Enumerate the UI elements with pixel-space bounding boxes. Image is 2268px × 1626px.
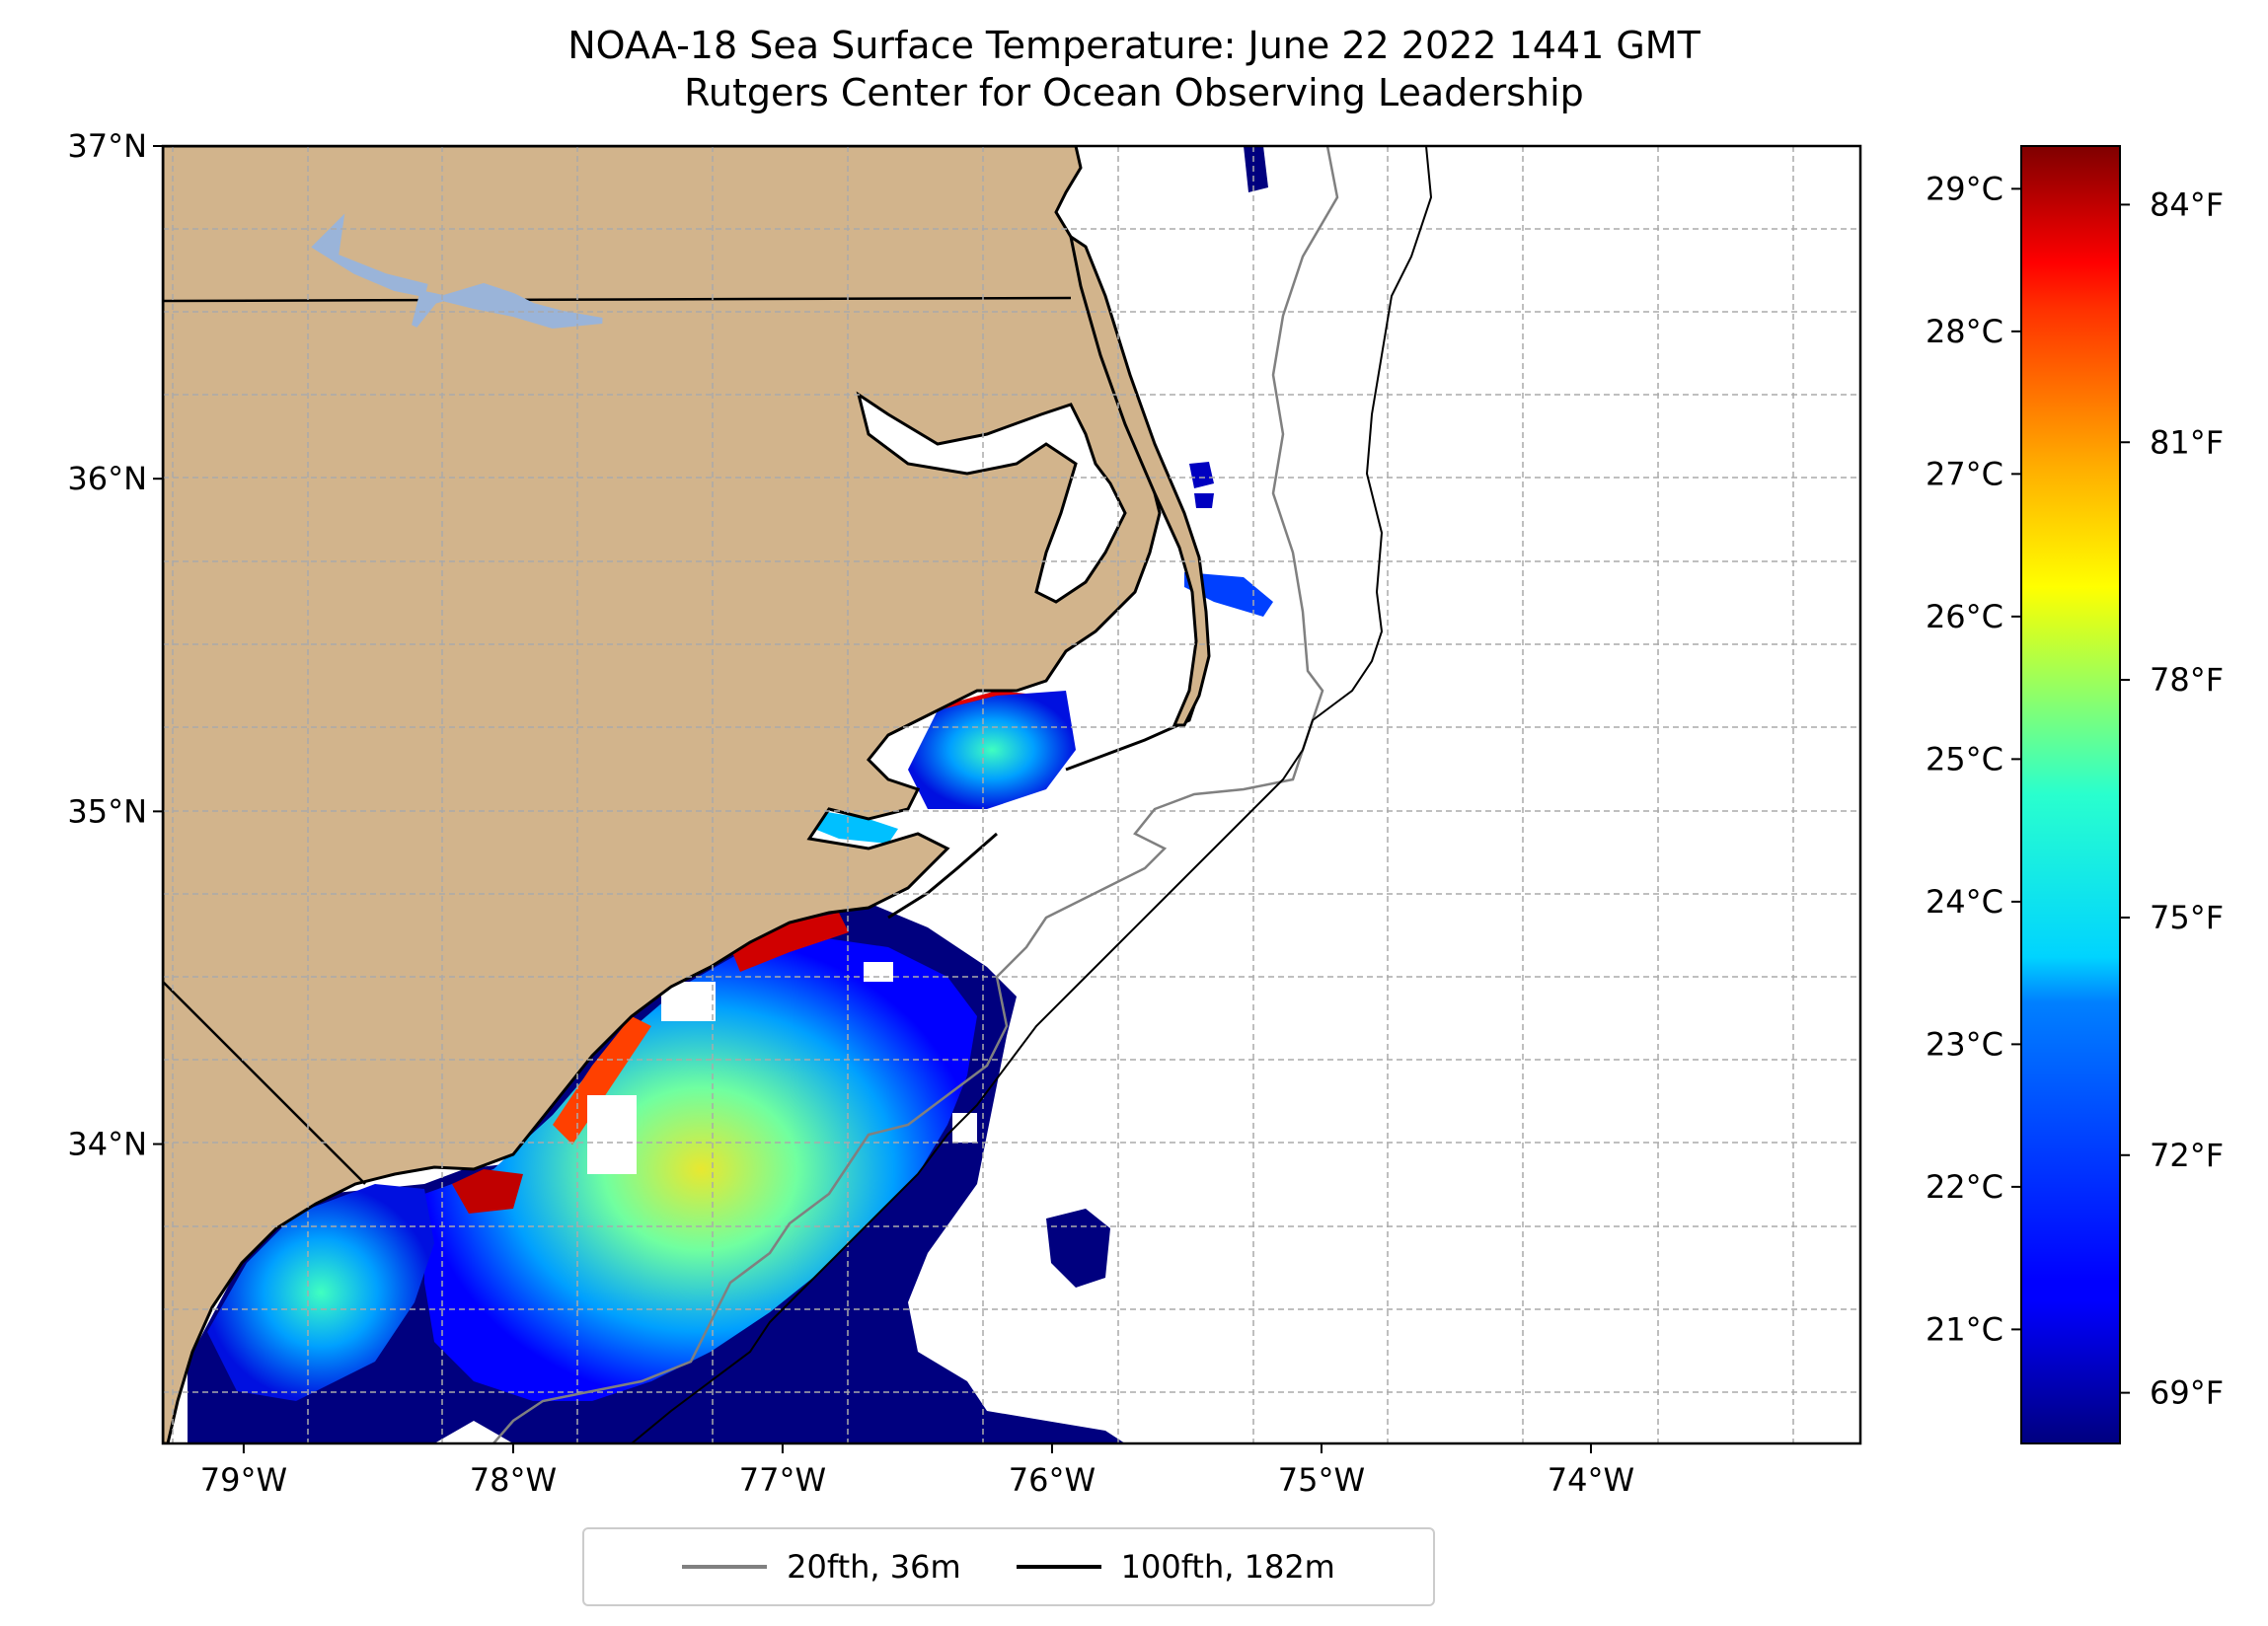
legend-swatch-100fth xyxy=(1016,1565,1101,1569)
lon-tick-label: 77°W xyxy=(739,1461,826,1499)
celsius-tick-label: 21°C xyxy=(1926,1310,2003,1348)
fahrenheit-tick-label: 78°F xyxy=(2150,661,2224,699)
kerr-lake xyxy=(311,213,603,330)
contour-100fth xyxy=(631,146,1433,1443)
celsius-tick-label: 29°C xyxy=(1926,170,2003,207)
lon-axis: 79°W 78°W 77°W 76°W 75°W 74°W xyxy=(200,1443,1634,1499)
sst-cloud-gap-3 xyxy=(864,962,893,982)
legend-label-100fth: 100fth, 182m xyxy=(1120,1548,1335,1586)
lon-tick-label: 76°W xyxy=(1009,1461,1096,1499)
sst-neuse-river xyxy=(809,809,898,844)
lat-tick-label: 36°N xyxy=(67,460,147,497)
celsius-tick-label: 23°C xyxy=(1926,1025,2003,1063)
celsius-tick-label: 22°C xyxy=(1926,1168,2003,1206)
fahrenheit-tick-label: 75°F xyxy=(2150,899,2224,936)
fahrenheit-tick-label: 72°F xyxy=(2150,1137,2224,1174)
sst-warm-strip-1 xyxy=(452,1169,523,1214)
map-area xyxy=(163,146,1860,1443)
celsius-tick-label: 28°C xyxy=(1926,313,2003,350)
lon-tick-label: 75°W xyxy=(1278,1461,1365,1499)
lat-tick-label: 34°N xyxy=(67,1126,147,1163)
celsius-tick-label: 25°C xyxy=(1926,740,2003,777)
shackleford-banks xyxy=(887,832,998,920)
lat-tick-label: 37°N xyxy=(67,127,147,165)
legend-label-20fth: 20fth, 36m xyxy=(787,1548,961,1586)
legend-entry-100fth: 100fth, 182m xyxy=(1016,1548,1335,1586)
lon-tick-label: 78°W xyxy=(470,1461,557,1499)
sst-patch-offshore-5 xyxy=(1194,493,1214,508)
sst-patch-core xyxy=(424,937,977,1401)
sst-patch-nearshore xyxy=(207,1184,434,1401)
lon-tick-label: 79°W xyxy=(200,1461,287,1499)
colorbar-fahrenheit-axis: 84°F 81°F 78°F 75°F 72°F 69°F xyxy=(2120,185,2224,1412)
gridlines xyxy=(163,146,1860,1443)
legend-swatch-20fth xyxy=(682,1565,768,1569)
outer-banks xyxy=(1068,233,1211,727)
sst-patch-offshore-4 xyxy=(1244,146,1268,192)
celsius-tick-label: 24°C xyxy=(1926,883,2003,921)
colorbar: 29°C 28°C 27°C 26°C 25°C 24°C 23°C 22°C 21°C 84°… xyxy=(1926,145,2224,1444)
fahrenheit-tick-label: 69°F xyxy=(2150,1374,2224,1412)
colorbar-gradient xyxy=(2020,145,2121,1444)
title-line-1: NOAA-18 Sea Surface Temperature: June 22… xyxy=(567,24,1701,67)
fahrenheit-tick-label: 81°F xyxy=(2150,423,2224,461)
title-line-2: Rutgers Center for Ocean Observing Leade… xyxy=(684,71,1584,114)
chart-title: NOAA-18 Sea Surface Temperature: June 22… xyxy=(0,22,2268,116)
albemarle-sound xyxy=(856,391,1127,604)
sst-patch-offshore-3 xyxy=(1184,572,1273,617)
celsius-tick-label: 27°C xyxy=(1926,455,2003,492)
sst-warm-strip-3 xyxy=(730,913,849,972)
fahrenheit-tick-label: 84°F xyxy=(2150,185,2224,223)
legend-entry-20fth: 20fth, 36m xyxy=(682,1548,961,1586)
sst-pamlico-sound xyxy=(908,691,1076,809)
map-frame xyxy=(161,144,1862,1445)
sst-patch-offshore-1 xyxy=(1046,1209,1110,1288)
lon-tick-label: 74°W xyxy=(1548,1461,1634,1499)
sst-patch-offshore-2 xyxy=(1189,462,1214,488)
sst-warm-strip-2 xyxy=(553,1016,651,1145)
sst-cloud-gap-1 xyxy=(587,1095,637,1174)
nc-sc-border xyxy=(163,981,366,1185)
lat-axis: 37°N 36°N 35°N 34°N xyxy=(67,127,163,1163)
legend: 20fth, 36m 100fth, 182m xyxy=(582,1527,1435,1606)
colorbar-celsius-axis: 29°C 28°C 27°C 26°C 25°C 24°C 23°C 22°C 21°C xyxy=(1926,170,2021,1348)
va-nc-border xyxy=(163,296,1072,303)
contour-20fth xyxy=(492,146,1339,1443)
celsius-tick-label: 26°C xyxy=(1926,598,2003,635)
sst-layer xyxy=(188,146,1273,1443)
lat-tick-label: 35°N xyxy=(67,792,147,830)
